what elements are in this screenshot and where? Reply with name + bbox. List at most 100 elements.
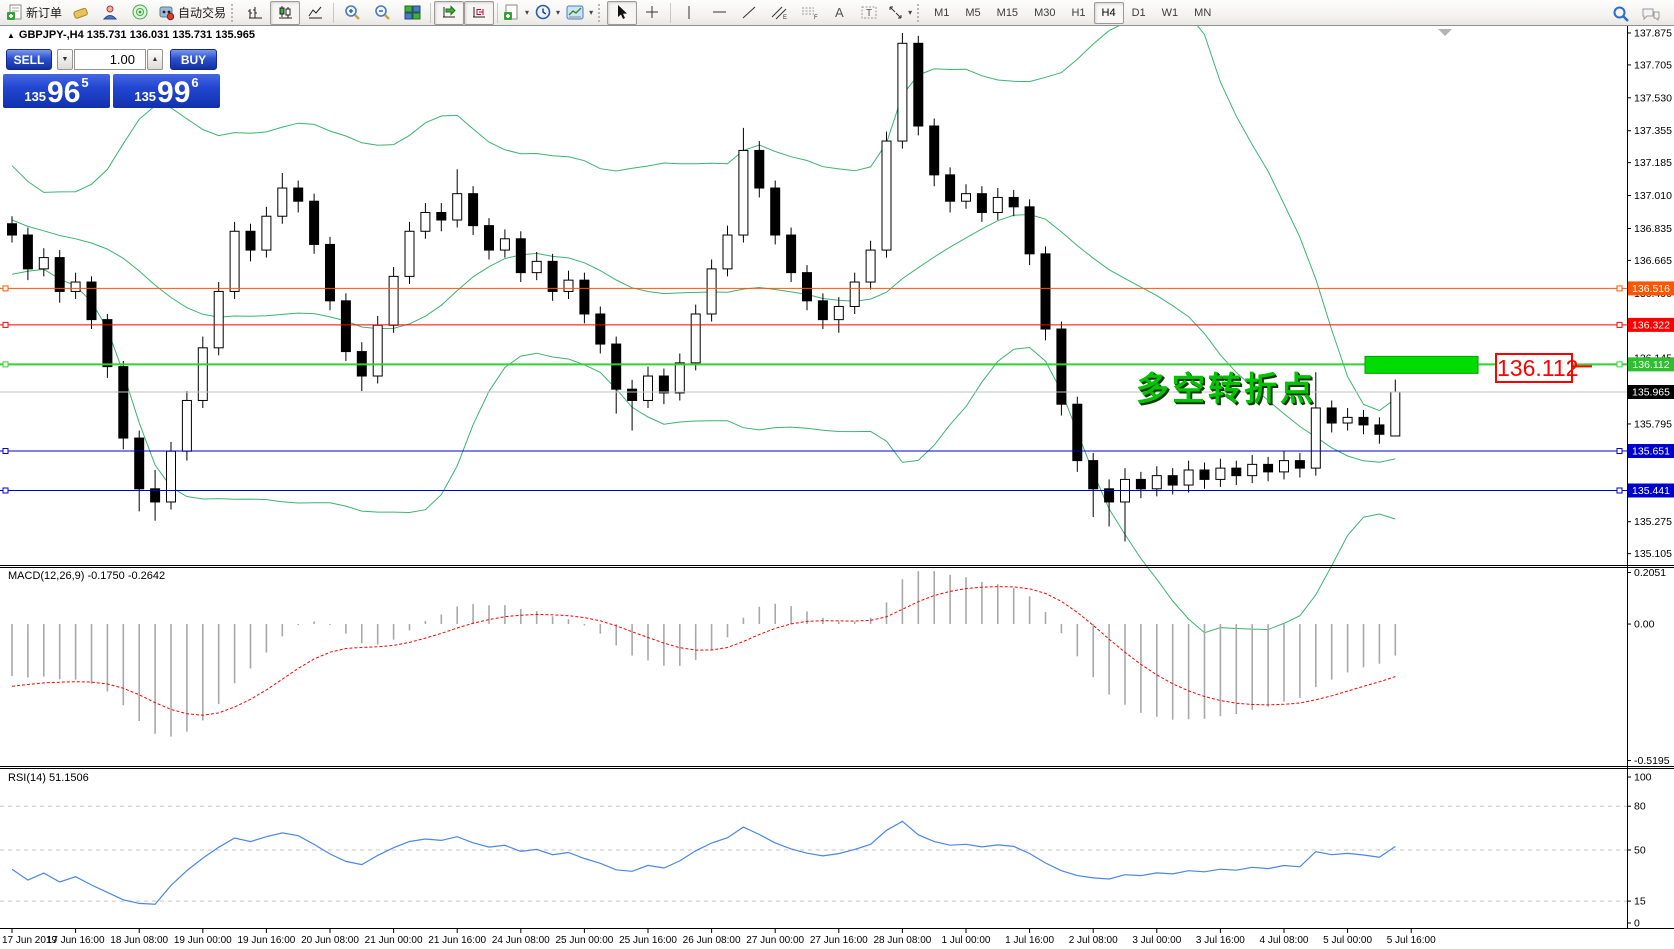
time-axis-label[interactable]: 5 Jul 00:00	[1323, 935, 1372, 946]
line-handle[interactable]	[1616, 285, 1623, 292]
auto-trading-button[interactable]: 自动交易	[155, 1, 229, 25]
chart-shift-marker[interactable]	[1438, 29, 1452, 36]
line-handle[interactable]	[1616, 487, 1623, 494]
price-callout-label[interactable]: 136.112	[1495, 353, 1579, 383]
line-handle[interactable]	[2, 285, 9, 292]
text-label-button[interactable]: T	[854, 1, 884, 25]
templates-button[interactable]: ▾	[563, 1, 596, 25]
price-badge-text: 136.112	[1632, 359, 1669, 371]
cursor-icon	[617, 5, 627, 19]
timeframe-m30-button[interactable]: M30	[1034, 6, 1056, 19]
time-axis-label[interactable]: 27 Jun 00:00	[746, 935, 804, 946]
timeframe-m15-button[interactable]: M15	[996, 6, 1019, 19]
timeframe-m1-button[interactable]: M1	[934, 6, 950, 19]
crosshair-button[interactable]	[637, 1, 667, 25]
time-axis-label[interactable]: 24 Jun 08:00	[492, 935, 550, 946]
time-axis-label[interactable]: 28 Jun 08:00	[873, 935, 931, 946]
timeframe-h4-button[interactable]: H4	[1093, 1, 1124, 24]
candlestick-chart-button[interactable]	[270, 0, 301, 25]
horizontal-line-button[interactable]	[704, 1, 734, 25]
time-axis-label[interactable]: 2 Jul 08:00	[1069, 935, 1118, 946]
line-handle[interactable]	[1616, 321, 1623, 328]
candle	[770, 180, 781, 245]
auto-scroll-button[interactable]	[434, 0, 465, 25]
time-axis-label[interactable]: 3 Jul 16:00	[1196, 935, 1245, 946]
time-axis-label[interactable]: 21 Jun 00:00	[365, 935, 423, 946]
time-axis-label[interactable]: 4 Jul 08:00	[1260, 935, 1309, 946]
chart-window: 137.875 137.705 137.530 137.355 137.185 137.0…	[0, 26, 1674, 949]
candle	[229, 221, 240, 299]
timeframe-h1-button[interactable]: H1	[1071, 6, 1086, 19]
volume-increase-button[interactable]: ▲	[147, 49, 163, 70]
cursor-button[interactable]	[607, 0, 638, 25]
vertical-line-icon	[688, 6, 690, 19]
equidistant-channel-icon: E	[771, 6, 787, 21]
time-axis-label[interactable]: 5 Jul 16:00	[1387, 935, 1436, 946]
volume-input[interactable]: 1.00	[74, 49, 146, 70]
time-axis-label[interactable]: 26 Jun 08:00	[683, 935, 741, 946]
timeframe-w1-button[interactable]: W1	[1161, 6, 1179, 19]
time-axis-label[interactable]: 19 Jun 00:00	[174, 935, 232, 946]
svg-text:T: T	[866, 8, 872, 19]
line-handle[interactable]	[1616, 361, 1623, 368]
price-tick-label: 136.835	[1634, 223, 1672, 235]
zoom-in-icon	[344, 5, 360, 20]
time-axis-label[interactable]: 19 Jun 16:00	[237, 935, 295, 946]
candle	[293, 180, 304, 213]
chart-canvas[interactable]: 137.875 137.705 137.530 137.355 137.185 137.0…	[0, 26, 1674, 949]
tile-windows-button[interactable]	[397, 1, 427, 25]
price-tick-label: 137.010	[1634, 190, 1672, 202]
bar-chart-button[interactable]	[240, 1, 270, 25]
arrows-button[interactable]: ▾	[884, 1, 915, 25]
eraser-button[interactable]	[65, 1, 95, 25]
profile-button[interactable]	[95, 1, 125, 25]
sell-button[interactable]: SELL	[6, 49, 52, 70]
trendline-button[interactable]	[734, 1, 764, 25]
price-badge-136.516	[1628, 281, 1674, 296]
buy-button[interactable]: BUY	[170, 49, 217, 70]
line-handle[interactable]	[2, 448, 9, 455]
time-axis-label[interactable]: 25 Jun 16:00	[619, 935, 677, 946]
periods-button[interactable]: ▾	[532, 1, 563, 25]
chart-shift-button[interactable]	[464, 0, 495, 25]
candle	[309, 193, 320, 254]
time-axis-label[interactable]: 1 Jul 16:00	[1005, 935, 1054, 946]
new-order-button[interactable]: 新订单	[3, 1, 65, 25]
buy-price-button[interactable]: 135 99 6	[113, 74, 220, 108]
time-axis-label[interactable]: 25 Jun 00:00	[555, 935, 613, 946]
volume-decrease-button[interactable]: ▼	[57, 49, 73, 70]
equidistant-channel-button[interactable]: E	[764, 1, 794, 25]
zoom-out-button[interactable]	[367, 1, 397, 25]
search-button[interactable]	[1606, 2, 1636, 26]
zoom-in-button[interactable]	[337, 1, 367, 25]
line-handle[interactable]	[2, 487, 9, 494]
bollinger-lower-band	[11, 268, 1396, 634]
signal-button[interactable]	[125, 1, 155, 25]
sell-price-button[interactable]: 135 96 5	[3, 74, 110, 108]
chat-button[interactable]	[1636, 2, 1666, 26]
timeframe-mn-button[interactable]: MN	[1194, 6, 1212, 19]
candle	[1088, 453, 1099, 518]
timeframe-d1-button[interactable]: D1	[1131, 6, 1146, 19]
time-axis-label[interactable]: 17 Jun 16:00	[47, 935, 105, 946]
line-handle[interactable]	[2, 321, 9, 328]
highlight-rectangle[interactable]	[1364, 355, 1479, 374]
line-handle[interactable]	[2, 361, 9, 368]
time-axis-label[interactable]: 21 Jun 16:00	[428, 935, 486, 946]
time-axis-label[interactable]: 1 Jul 00:00	[942, 935, 991, 946]
candle	[1247, 454, 1258, 484]
fibonacci-button[interactable]: F	[794, 1, 824, 25]
candle	[102, 313, 113, 378]
time-axis-label[interactable]: 17 Jun 2019	[2, 935, 57, 946]
vertical-line-button[interactable]	[674, 1, 704, 25]
time-axis-label[interactable]: 3 Jul 00:00	[1132, 935, 1181, 946]
indicators-button[interactable]: ▾	[501, 1, 532, 25]
text-button[interactable]: A	[824, 1, 854, 25]
chart-annotation-text[interactable]: 多空转折点	[1136, 370, 1316, 407]
timeframe-m5-button[interactable]: M5	[965, 6, 981, 19]
line-chart-button[interactable]	[300, 1, 330, 25]
time-axis-label[interactable]: 20 Jun 08:00	[301, 935, 359, 946]
line-handle[interactable]	[1616, 448, 1623, 455]
time-axis-label[interactable]: 18 Jun 08:00	[110, 935, 168, 946]
time-axis-label[interactable]: 27 Jun 16:00	[810, 935, 868, 946]
